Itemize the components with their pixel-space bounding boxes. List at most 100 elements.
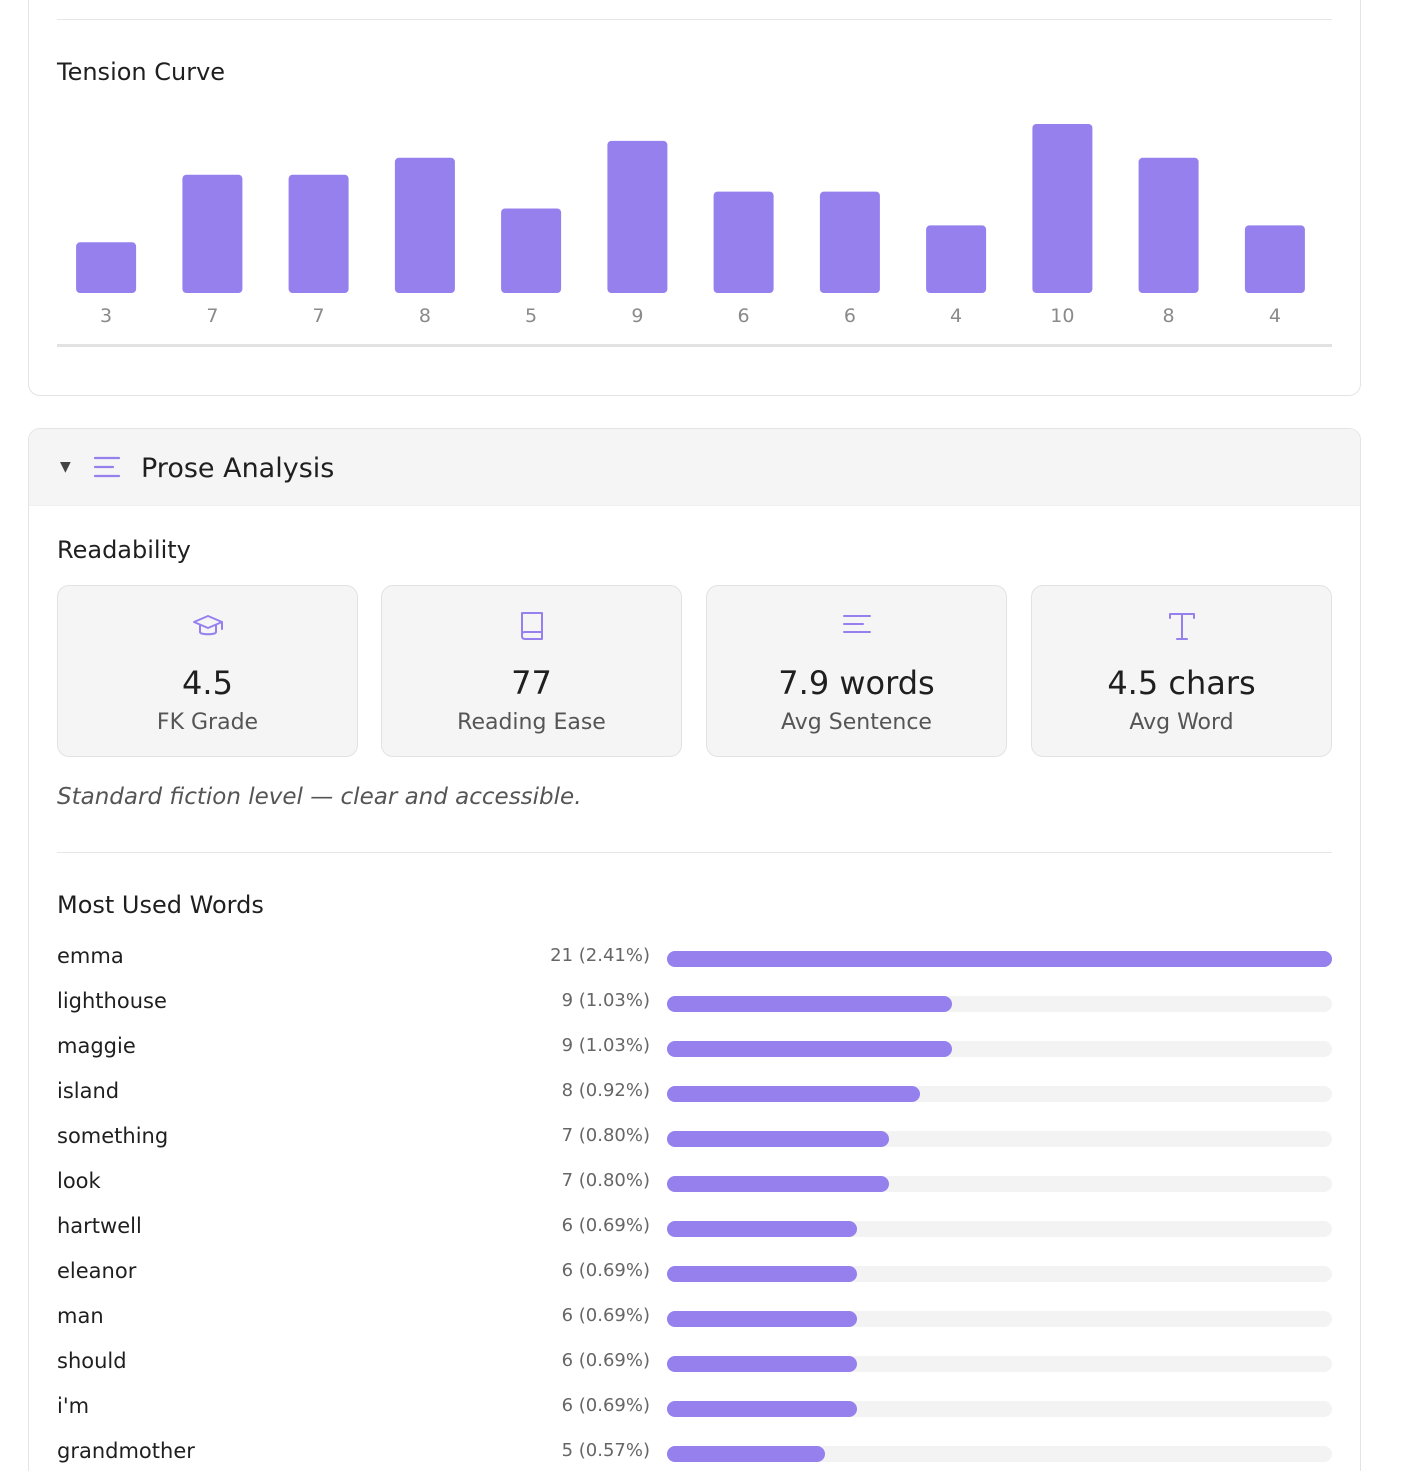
tension-bar-4 — [394, 157, 455, 293]
word-count: 5 (0.57%) — [561, 1440, 650, 1461]
word-row: i'm 6 (0.69%) — [57, 1394, 1332, 1424]
word-row: eleanor 6 (0.69%) — [57, 1259, 1332, 1289]
tension-bar-3 — [288, 174, 349, 293]
word-label: grandmother — [57, 1439, 195, 1463]
word-count: 6 (0.69%) — [561, 1305, 650, 1326]
word-count: 9 (1.03%) — [561, 990, 650, 1011]
word-label: look — [57, 1169, 101, 1193]
word-frequency-track — [667, 1356, 1332, 1372]
word-row: island 8 (0.92%) — [57, 1079, 1332, 1109]
prose-analysis-header[interactable]: ▼ Prose Analysis — [29, 429, 1360, 506]
word-frequency-track — [667, 1176, 1332, 1192]
tension-bar-12 — [1244, 225, 1305, 293]
word-label: something — [57, 1124, 169, 1148]
word-row: grandmother 5 (0.57%) — [57, 1439, 1332, 1469]
stat-value: 4.5 — [182, 664, 233, 702]
word-frequency-bar — [667, 951, 1332, 967]
word-count: 9 (1.03%) — [561, 1035, 650, 1056]
word-count: 6 (0.69%) — [561, 1260, 650, 1281]
word-count: 21 (2.41%) — [550, 945, 650, 966]
word-frequency-track — [667, 1221, 1332, 1237]
word-label: eleanor — [57, 1259, 137, 1283]
tension-bar-9 — [926, 225, 987, 293]
stat-label: Avg Sentence — [781, 710, 932, 735]
word-label: lighthouse — [57, 989, 167, 1013]
stat-label: FK Grade — [156, 710, 259, 735]
word-label: should — [57, 1349, 127, 1373]
word-count: 7 (0.80%) — [561, 1170, 650, 1191]
tension-bar-1 — [76, 242, 137, 293]
word-frequency-bar — [667, 1446, 826, 1462]
tension-curve-chart: 3 7 7 8 5 9 6 6 4 10 8 4 — [76, 124, 1305, 327]
tension-bar-label-11: 8 — [1163, 305, 1175, 327]
word-count: 6 (0.69%) — [561, 1350, 650, 1371]
book-icon — [520, 612, 543, 640]
tension-bar-label-2: 7 — [206, 305, 218, 327]
word-frequency-bar — [667, 1356, 857, 1372]
tension-bar-5 — [501, 208, 562, 293]
type-icon — [1168, 613, 1195, 640]
word-frequency-track — [667, 1131, 1332, 1147]
word-count: 7 (0.80%) — [561, 1125, 650, 1146]
word-frequency-track — [667, 1266, 1332, 1282]
word-row: emma 21 (2.41%) — [57, 944, 1332, 974]
tension-bar-label-12: 4 — [1269, 305, 1281, 327]
tension-curve-title: Tension Curve — [57, 58, 226, 86]
word-frequency-track — [667, 951, 1332, 967]
tension-bar-2 — [182, 174, 243, 293]
word-row: look 7 (0.80%) — [57, 1169, 1332, 1199]
word-label: hartwell — [57, 1214, 142, 1238]
word-frequency-bar — [667, 1311, 857, 1327]
word-count: 6 (0.69%) — [561, 1215, 650, 1236]
tension-bar-10 — [1032, 124, 1093, 293]
tension-bar-7 — [713, 191, 774, 293]
tension-bar-label-5: 5 — [525, 305, 537, 327]
word-row: maggie 9 (1.03%) — [57, 1034, 1332, 1064]
stat-value: 7.9 words — [778, 664, 935, 702]
word-frequency-bar — [667, 1401, 857, 1417]
most-used-words-title: Most Used Words — [57, 891, 264, 919]
stat-value: 77 — [511, 664, 552, 702]
tension-axis-line — [57, 344, 1332, 347]
graduation-cap-icon — [192, 615, 223, 636]
tension-bar-label-1: 3 — [100, 305, 112, 327]
stat-card-fk-grade: 4.5 FK Grade — [57, 585, 358, 757]
word-frequency-track — [667, 1041, 1332, 1057]
word-row: hartwell 6 (0.69%) — [57, 1214, 1332, 1244]
readability-title: Readability — [57, 536, 191, 564]
top-divider — [57, 19, 1332, 20]
tension-bar-label-6: 9 — [631, 305, 643, 327]
align-left-icon — [842, 615, 871, 633]
word-label: man — [57, 1304, 104, 1328]
collapse-caret-icon[interactable]: ▼ — [60, 459, 71, 475]
section-divider — [57, 852, 1332, 853]
word-frequency-track — [667, 1311, 1332, 1327]
tension-bar-label-3: 7 — [313, 305, 325, 327]
word-label: maggie — [57, 1034, 136, 1058]
word-label: emma — [57, 944, 124, 968]
word-frequency-bar — [667, 1086, 921, 1102]
prose-analysis-title: Prose Analysis — [141, 453, 335, 484]
align-left-icon — [93, 456, 121, 478]
word-count: 6 (0.69%) — [561, 1395, 650, 1416]
stat-card-reading-ease: 77 Reading Ease — [381, 585, 682, 757]
word-row: lighthouse 9 (1.03%) — [57, 989, 1332, 1019]
word-frequency-bar — [667, 1131, 889, 1147]
word-frequency-bar — [667, 996, 952, 1012]
word-frequency-track — [667, 996, 1332, 1012]
word-row: something 7 (0.80%) — [57, 1124, 1332, 1154]
tension-bar-label-9: 4 — [950, 305, 962, 327]
stat-label: Avg Word — [1129, 710, 1234, 735]
word-frequency-track — [667, 1446, 1332, 1462]
tension-bar-label-7: 6 — [738, 305, 750, 327]
stat-card-avg-sentence: 7.9 words Avg Sentence — [706, 585, 1007, 757]
tension-bar-6 — [607, 140, 668, 293]
word-frequency-bar — [667, 1221, 857, 1237]
tension-bar-label-10: 10 — [1050, 305, 1074, 327]
readability-note: Standard fiction level — clear and acces… — [57, 784, 582, 810]
word-row: man 6 (0.69%) — [57, 1304, 1332, 1334]
stat-label: Reading Ease — [457, 710, 606, 735]
tension-bar-8 — [819, 191, 880, 293]
stat-card-avg-word: 4.5 chars Avg Word — [1031, 585, 1332, 757]
word-row: should 6 (0.69%) — [57, 1349, 1332, 1379]
